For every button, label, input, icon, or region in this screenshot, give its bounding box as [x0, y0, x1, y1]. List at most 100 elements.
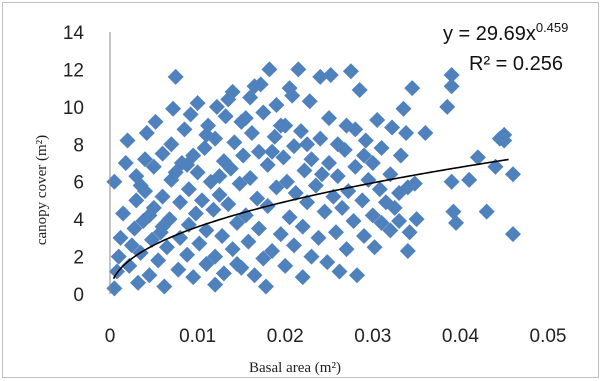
r-squared-label: R² = 0.256: [469, 53, 563, 75]
data-point: [167, 68, 184, 85]
y-tick-label: 8: [73, 135, 84, 156]
data-point: [301, 93, 318, 110]
y-tick-label: 10: [63, 98, 84, 119]
data-point: [196, 140, 213, 157]
data-point: [272, 226, 289, 243]
data-point: [312, 68, 329, 85]
data-point: [356, 147, 373, 164]
data-point: [294, 269, 311, 286]
data-points: [106, 61, 521, 297]
data-point: [504, 166, 521, 183]
data-point: [392, 147, 409, 164]
data-point: [115, 205, 132, 222]
data-point: [235, 147, 252, 164]
data-point: [215, 265, 232, 282]
data-point: [119, 132, 136, 149]
data-point: [231, 175, 248, 192]
data-point: [154, 218, 171, 235]
data-point: [357, 132, 374, 149]
data-point: [185, 269, 202, 286]
data-point: [145, 158, 162, 175]
data-point: [141, 267, 158, 284]
data-point: [373, 214, 390, 231]
data-point: [106, 280, 123, 297]
data-point: [193, 192, 210, 209]
data-point: [176, 121, 193, 138]
data-point: [249, 190, 266, 207]
data-point: [349, 267, 366, 284]
data-point: [255, 250, 272, 267]
y-axis-title: canopy cover (m²): [34, 135, 50, 245]
data-point: [404, 80, 421, 97]
data-point: [191, 235, 208, 252]
data-point: [198, 126, 215, 143]
data-point: [264, 242, 281, 259]
data-point: [147, 113, 164, 130]
data-point: [156, 278, 173, 295]
data-point: [364, 155, 381, 171]
x-tick-labels: 0 0.01 0.02 0.03 0.04 0.05: [105, 326, 567, 347]
data-point: [222, 160, 239, 177]
x-tick-label: 0: [105, 326, 116, 347]
data-point: [329, 168, 346, 185]
data-point: [141, 207, 158, 224]
data-point: [443, 67, 460, 84]
data-point: [237, 110, 254, 127]
data-point: [198, 222, 215, 239]
data-point: [384, 119, 401, 136]
data-point: [356, 227, 373, 244]
data-point: [354, 192, 371, 209]
data-point: [229, 214, 246, 231]
data-point: [303, 248, 320, 265]
data-point: [137, 151, 154, 168]
x-tick-label: 0.05: [530, 326, 567, 347]
data-point: [154, 188, 171, 205]
data-point: [217, 108, 234, 125]
data-point: [364, 207, 381, 224]
data-point: [117, 155, 134, 171]
data-point: [351, 82, 368, 99]
equation-exponent: 0.459: [536, 20, 569, 35]
data-point: [205, 201, 222, 218]
data-point: [189, 95, 206, 112]
x-axis-title: Basal area (m²): [249, 360, 341, 376]
data-point: [303, 151, 320, 168]
data-point: [211, 168, 228, 185]
data-point: [132, 177, 149, 194]
data-point: [445, 203, 462, 220]
x-tick-label: 0.02: [267, 326, 304, 347]
data-point: [310, 229, 327, 246]
data-point: [408, 211, 425, 228]
data-point: [128, 192, 145, 209]
data-point: [240, 233, 257, 250]
data-point: [246, 267, 263, 284]
data-point: [198, 256, 215, 273]
y-tick-labels: 0 2 4 6 8 10 12 14: [63, 23, 85, 306]
data-point: [399, 242, 416, 259]
data-point: [220, 196, 237, 213]
data-point: [187, 205, 204, 222]
data-point: [208, 98, 225, 115]
data-point: [331, 263, 348, 280]
data-point: [336, 141, 353, 158]
data-point: [264, 143, 281, 160]
data-point: [250, 220, 267, 237]
data-point: [123, 237, 140, 254]
data-point: [172, 194, 189, 211]
data-point: [268, 179, 285, 196]
data-point: [285, 138, 302, 155]
data-point: [112, 229, 129, 246]
data-point: [369, 111, 386, 128]
data-point: [366, 239, 383, 256]
data-point: [347, 121, 364, 138]
data-point: [255, 104, 272, 121]
x-tick-label: 0.01: [179, 326, 216, 347]
y-tick-label: 14: [63, 23, 85, 44]
x-tick-label: 0.04: [442, 326, 479, 347]
data-point: [158, 239, 175, 256]
data-point: [182, 106, 199, 123]
data-point: [243, 125, 260, 142]
data-point: [294, 218, 311, 235]
y-tick-label: 6: [73, 173, 84, 194]
